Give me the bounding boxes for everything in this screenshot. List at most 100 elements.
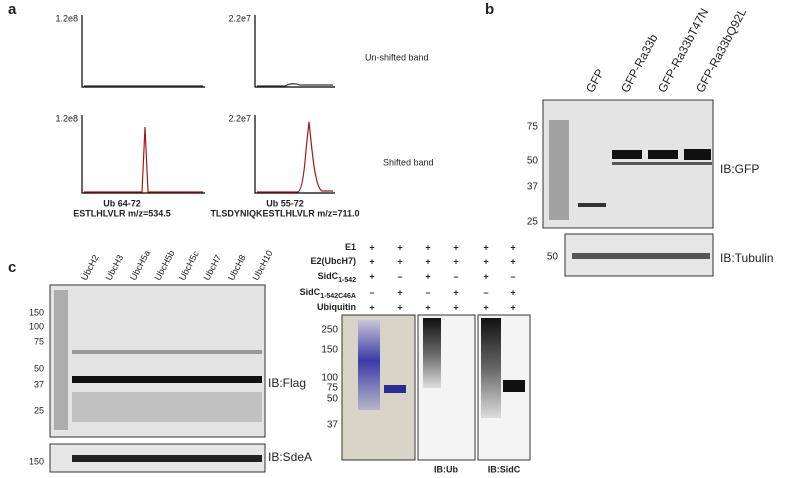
marker: 37 [327, 420, 339, 431]
sidc-smear [481, 318, 501, 418]
gel-smear [358, 320, 380, 410]
marker: 150 [29, 307, 44, 317]
condition-subscript: 1-542C46A [320, 293, 356, 300]
sign: – [425, 287, 430, 297]
lane-label: GFP-Ra33b [618, 32, 661, 95]
panel-label: a [8, 1, 17, 18]
sign: + [397, 302, 402, 312]
marker: 25 [34, 405, 44, 415]
lane-label: UbcH5b [153, 249, 177, 282]
sign: + [453, 256, 458, 266]
lane-label: UbcH5a [128, 249, 152, 282]
sign: – [369, 287, 374, 297]
sign: + [483, 302, 488, 312]
sign: – [397, 271, 402, 281]
scale-label: 2.2e7 [228, 113, 251, 123]
lane-label: UbcH2 [79, 253, 101, 282]
peptide-sequence: TLSDYNIQKESTLHLVLR m/z=711.0 [210, 208, 359, 218]
condition-subscript: 1-542 [338, 277, 356, 284]
sign: – [483, 287, 488, 297]
scale-label: 1.2e8 [55, 113, 78, 123]
condition-label: SidC1-542C46A [300, 287, 356, 299]
sign: + [425, 271, 430, 281]
peptide-name: Ub 64-72 [103, 198, 141, 208]
condition-name: SidC [300, 287, 321, 297]
scale-label: 2.2e7 [228, 13, 251, 23]
lane-label: UbcH10 [251, 249, 275, 282]
trace-frames [81, 15, 335, 194]
marker: 37 [34, 379, 44, 389]
marker: 50 [527, 156, 539, 167]
blot-label: IB:GFP [720, 162, 759, 176]
blot-label: IB:SidC [488, 464, 521, 474]
sign: + [483, 256, 488, 266]
condition-name: E2(UbcH7) [310, 256, 356, 266]
sign: + [510, 302, 515, 312]
condition-label: E1 [345, 242, 356, 252]
ub-smear [423, 318, 441, 388]
blot-label: IB:Ub [434, 464, 458, 474]
blot-label: IB:SdeA [268, 450, 312, 464]
sign: + [397, 287, 402, 297]
marker: 250 [321, 325, 338, 336]
sign: + [397, 256, 402, 266]
sign: + [397, 242, 402, 252]
condition-label: E2(UbcH7) [310, 256, 356, 266]
marker: 50 [34, 363, 44, 373]
marker: 37 [527, 182, 539, 193]
flag-bands [54, 290, 262, 430]
lane-label: UbcH5c [177, 249, 201, 282]
sign: + [425, 302, 430, 312]
sign: + [483, 271, 488, 281]
sign: + [369, 242, 374, 252]
peptide-name: Ub 55-72 [266, 198, 304, 208]
sign: + [425, 242, 430, 252]
sign: + [369, 271, 374, 281]
marker: 50 [327, 394, 339, 405]
marker: 50 [547, 252, 559, 263]
sign: + [510, 256, 515, 266]
peptide-sequence: ESTLHLVLR m/z=534.5 [73, 208, 171, 218]
tubulin-band [572, 253, 710, 259]
panel-label: b [485, 1, 494, 18]
marker: 100 [321, 373, 338, 384]
sign: + [510, 242, 515, 252]
marker: 150 [321, 345, 338, 356]
sign: + [510, 287, 515, 297]
lane-label: GFP [583, 67, 607, 95]
panel-label: c [8, 259, 16, 276]
lane-label: UbcH3 [104, 253, 126, 282]
sign: – [453, 271, 458, 281]
sign: + [425, 256, 430, 266]
lane-label: UbcH8 [226, 253, 248, 282]
marker: 75 [527, 122, 539, 133]
condition-name: SidC [318, 271, 339, 281]
condition-label: SidC1-542 [318, 271, 357, 283]
sign: + [483, 242, 488, 252]
row-label: Un-shifted band [365, 52, 429, 62]
marker: 150 [29, 456, 44, 466]
blot-label: IB:Flag [268, 376, 306, 390]
sidc-band [503, 380, 525, 392]
sign: + [453, 242, 458, 252]
marker: 100 [29, 321, 44, 331]
blot-label: IB:Tubulin [720, 251, 774, 265]
sign: + [453, 287, 458, 297]
marker: 75 [327, 383, 339, 394]
row-label: Shifted band [383, 157, 434, 167]
condition-name: Ubiquitin [317, 302, 356, 312]
gel-band [384, 385, 406, 393]
condition-label: Ubiquitin [317, 302, 356, 312]
lane-label: UbcH7 [202, 253, 224, 282]
sdea-band [72, 455, 262, 462]
marker: 25 [527, 217, 539, 228]
sign: + [369, 256, 374, 266]
condition-name: E1 [345, 242, 356, 252]
sign: + [453, 302, 458, 312]
sign: – [510, 271, 515, 281]
gfp-bands [549, 120, 712, 220]
sign: + [369, 302, 374, 312]
marker: 75 [34, 336, 44, 346]
scale-label: 1.2e8 [55, 13, 78, 23]
